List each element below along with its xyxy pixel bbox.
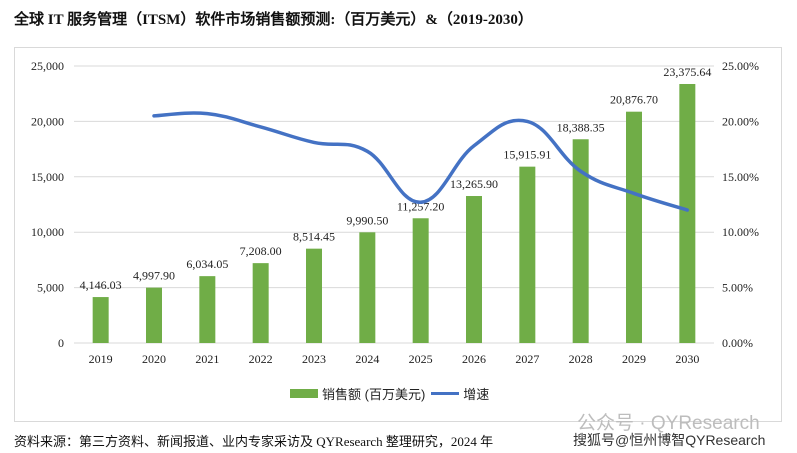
source-note: 资料来源：第三方资料、新闻报道、业内专家采访及 QYResearch 整理研究，… (14, 434, 494, 449)
data-label: 8,514.45 (293, 230, 335, 244)
x-tick-label: 2026 (462, 352, 486, 366)
x-tick-label: 2029 (622, 352, 646, 366)
left-tick-label: 20,000 (31, 114, 64, 128)
growth-line (152, 111, 690, 212)
legend-bar-label: 销售额 (百万美元) (322, 387, 426, 402)
right-tick-label: 25.00% (722, 59, 759, 73)
data-label: 20,876.70 (610, 93, 658, 107)
data-label: 23,375.64 (663, 65, 711, 79)
data-label: 7,208.00 (240, 244, 282, 258)
bar (626, 111, 642, 344)
left-tick-label: 5,000 (37, 281, 64, 295)
data-label: 6,034.05 (186, 257, 228, 271)
bar (252, 263, 269, 343)
bar (412, 218, 429, 343)
legend-line-label: 增速 (463, 387, 490, 402)
bar (519, 166, 536, 343)
bar (359, 232, 376, 343)
data-label: 15,915.91 (503, 148, 551, 162)
left-tick-label: 15,000 (31, 170, 64, 184)
data-label: 9,990.50 (346, 213, 388, 227)
chart-title: 全球 IT 服务管理（ITSM）软件市场销售额预测:（百万美元）&（2019-2… (14, 12, 533, 28)
legend-bar-swatch (290, 389, 318, 398)
x-tick-label: 2021 (195, 352, 219, 366)
x-tick-label: 2027 (515, 352, 539, 366)
right-tick-label: 0.00% (722, 336, 753, 350)
bar (679, 83, 696, 343)
left-tick-label: 10,000 (31, 225, 64, 239)
right-tick-label: 10.00% (722, 225, 759, 239)
bar (146, 287, 162, 343)
left-tick-label: 0 (58, 336, 64, 350)
watermark: 搜狐号@恒州博智QYResearch (573, 432, 766, 448)
data-label: 11,257.20 (397, 199, 445, 213)
x-tick-label: 2028 (569, 352, 593, 366)
data-label: 4,997.90 (133, 269, 175, 283)
right-tick-label: 15.00% (722, 170, 759, 184)
left-tick-label: 25,000 (31, 59, 64, 73)
right-tick-label: 20.00% (722, 114, 759, 128)
x-tick-label: 2020 (142, 352, 166, 366)
data-label: 18,388.35 (557, 120, 605, 134)
legend-line-swatch (431, 392, 460, 395)
x-tick-label: 2019 (89, 352, 113, 366)
legend: 销售额 (百万美元) 增速 (290, 384, 489, 403)
chart-frame (14, 47, 782, 422)
bar (572, 139, 589, 343)
bar (306, 248, 322, 343)
x-tick-label: 2022 (249, 352, 273, 366)
bar (92, 297, 109, 343)
bar (466, 196, 482, 343)
bar (199, 276, 216, 343)
x-tick-label: 2023 (302, 352, 326, 366)
x-tick-label: 2025 (409, 352, 433, 366)
data-label: 13,265.90 (450, 177, 498, 191)
x-tick-label: 2024 (355, 352, 379, 366)
watermark: 公众号 · QYResearch (577, 413, 760, 434)
data-label: 4,146.03 (80, 278, 122, 292)
x-tick-label: 2030 (675, 352, 699, 366)
right-tick-label: 5.00% (722, 281, 753, 295)
